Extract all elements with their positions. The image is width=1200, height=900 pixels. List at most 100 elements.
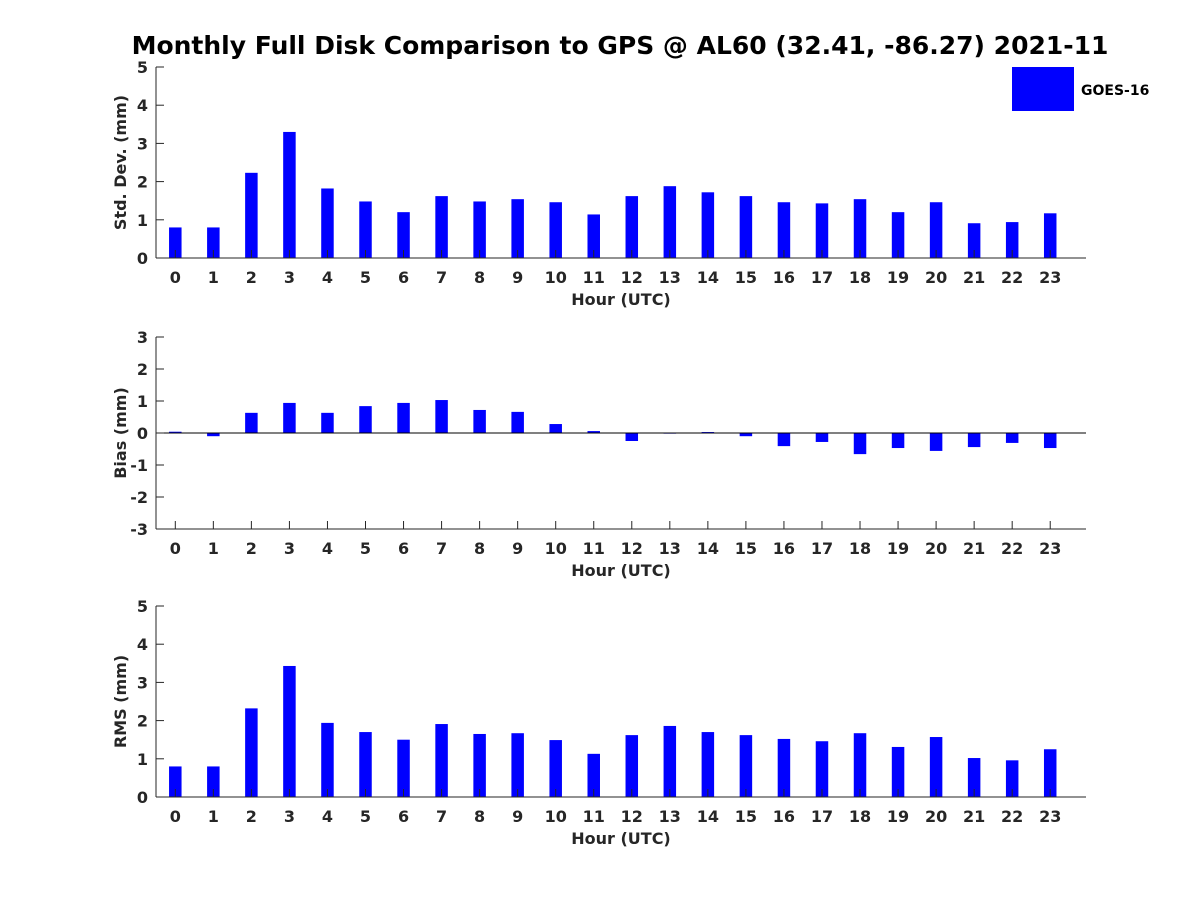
bar	[587, 431, 600, 433]
x-tick-label: 11	[583, 268, 605, 287]
x-tick-label: 18	[849, 539, 871, 558]
x-tick-label: 1	[208, 539, 219, 558]
bar	[283, 131, 296, 258]
x-tick-label: 23	[1039, 268, 1061, 287]
bar	[473, 201, 486, 258]
bar	[473, 733, 486, 797]
y-axis-label: Bias (mm)	[111, 387, 130, 479]
bar	[625, 735, 639, 797]
x-tick-label: 12	[621, 539, 643, 558]
bar	[473, 409, 486, 433]
y-tick-label: 3	[137, 673, 148, 692]
x-tick-label: 19	[887, 268, 909, 287]
bar	[663, 725, 677, 797]
y-tick-label: 5	[137, 597, 148, 616]
bar	[1043, 433, 1057, 449]
x-tick-label: 2	[246, 807, 257, 826]
x-tick-label: 8	[474, 268, 485, 287]
bar	[1043, 213, 1057, 258]
x-tick-label: 2	[246, 268, 257, 287]
x-tick-label: 11	[583, 539, 605, 558]
x-tick-label: 15	[735, 539, 757, 558]
bar	[663, 186, 677, 258]
y-tick-label: 5	[137, 58, 148, 77]
x-tick-label: 10	[545, 807, 567, 826]
legend-label: GOES-16	[1081, 83, 1149, 99]
bar	[207, 433, 220, 437]
x-axis-label: Hour (UTC)	[571, 561, 671, 580]
x-tick-label: 6	[398, 807, 409, 826]
bar	[701, 192, 715, 258]
y-tick-label: 4	[137, 96, 148, 115]
x-tick-label: 4	[322, 807, 333, 826]
legend: GOES-16	[1012, 67, 1149, 111]
bar	[1005, 433, 1019, 443]
y-tick-label: 1	[137, 750, 148, 769]
bar	[967, 758, 981, 797]
x-tick-label: 4	[322, 268, 333, 287]
x-tick-label: 0	[170, 268, 181, 287]
bar	[853, 433, 867, 455]
bar	[283, 665, 296, 797]
bar	[245, 708, 258, 797]
x-tick-label: 13	[659, 268, 681, 287]
bar	[1005, 222, 1019, 258]
y-tick-label: -1	[130, 456, 148, 475]
y-tick-label: 0	[137, 788, 148, 807]
bar	[891, 433, 905, 449]
bar	[549, 740, 562, 797]
x-tick-label: 21	[963, 539, 985, 558]
y-tick-label: 1	[137, 211, 148, 230]
bar	[169, 227, 182, 258]
x-tick-label: 14	[697, 268, 719, 287]
x-tick-label: 9	[512, 539, 523, 558]
y-tick-label: 2	[137, 173, 148, 192]
bar	[853, 199, 867, 258]
y-axis-label: RMS (mm)	[111, 655, 130, 748]
x-tick-label: 22	[1001, 268, 1023, 287]
x-tick-label: 0	[170, 807, 181, 826]
x-tick-label: 18	[849, 807, 871, 826]
x-tick-label: 6	[398, 539, 409, 558]
x-tick-label: 5	[360, 268, 371, 287]
bar	[929, 737, 943, 797]
x-tick-label: 3	[284, 539, 295, 558]
x-tick-label: 22	[1001, 539, 1023, 558]
x-tick-label: 4	[322, 539, 333, 558]
x-tick-label: 20	[925, 268, 947, 287]
x-tick-label: 3	[284, 807, 295, 826]
bar	[511, 199, 524, 258]
bar	[435, 724, 448, 797]
y-tick-label: 2	[137, 712, 148, 731]
x-tick-label: 22	[1001, 807, 1023, 826]
bar	[777, 433, 791, 447]
x-axis-label: Hour (UTC)	[571, 290, 671, 309]
bar	[587, 214, 600, 258]
bar	[435, 196, 448, 258]
bar	[853, 733, 867, 797]
bar	[777, 202, 791, 258]
x-axis-label: Hour (UTC)	[571, 829, 671, 848]
bar	[815, 203, 829, 258]
x-tick-label: 17	[811, 539, 833, 558]
bar	[207, 227, 220, 258]
y-tick-label: 3	[137, 328, 148, 347]
bar	[435, 400, 448, 433]
bar	[549, 202, 562, 258]
x-tick-label: 14	[697, 807, 719, 826]
bar	[359, 406, 372, 433]
x-tick-label: 19	[887, 539, 909, 558]
y-tick-label: 3	[137, 134, 148, 153]
bar	[359, 732, 372, 797]
bar	[891, 746, 905, 797]
bar	[739, 735, 753, 797]
x-tick-label: 1	[208, 807, 219, 826]
bar	[397, 212, 410, 258]
x-tick-label: 12	[621, 807, 643, 826]
x-tick-label: 20	[925, 807, 947, 826]
bar	[397, 739, 410, 797]
